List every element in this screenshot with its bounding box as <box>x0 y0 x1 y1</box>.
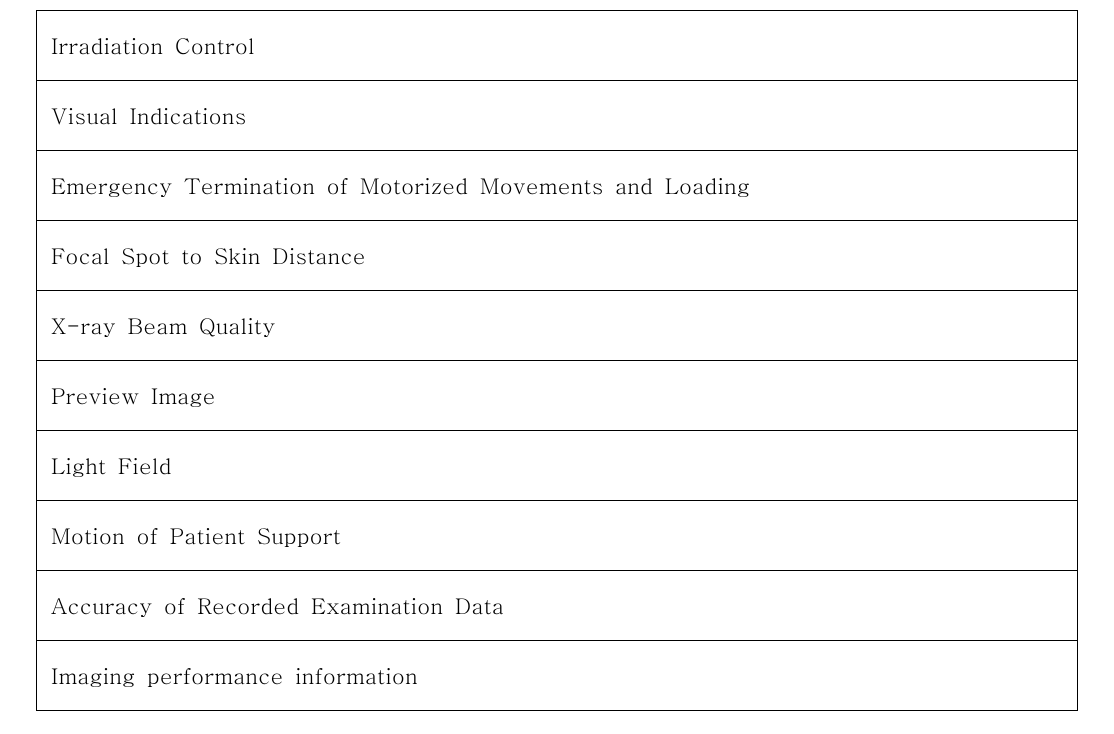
table-cell: Imaging performance information <box>37 641 1078 711</box>
items-table: Irradiation Control Visual Indications E… <box>36 10 1078 711</box>
table-row: Motion of Patient Support <box>37 501 1078 571</box>
table-cell: Irradiation Control <box>37 11 1078 81</box>
table-container: Irradiation Control Visual Indications E… <box>0 0 1114 721</box>
table-row: Preview Image <box>37 361 1078 431</box>
table-cell: Accuracy of Recorded Examination Data <box>37 571 1078 641</box>
table-cell: Light Field <box>37 431 1078 501</box>
table-cell: Visual Indications <box>37 81 1078 151</box>
table-row: X-ray Beam Quality <box>37 291 1078 361</box>
table-row: Focal Spot to Skin Distance <box>37 221 1078 291</box>
table-row: Emergency Termination of Motorized Movem… <box>37 151 1078 221</box>
table-row: Visual Indications <box>37 81 1078 151</box>
table-cell: X-ray Beam Quality <box>37 291 1078 361</box>
table-row: Light Field <box>37 431 1078 501</box>
table-cell: Motion of Patient Support <box>37 501 1078 571</box>
table-cell: Preview Image <box>37 361 1078 431</box>
table-row: Irradiation Control <box>37 11 1078 81</box>
table-cell: Focal Spot to Skin Distance <box>37 221 1078 291</box>
table-row: Accuracy of Recorded Examination Data <box>37 571 1078 641</box>
table-cell: Emergency Termination of Motorized Movem… <box>37 151 1078 221</box>
table-row: Imaging performance information <box>37 641 1078 711</box>
